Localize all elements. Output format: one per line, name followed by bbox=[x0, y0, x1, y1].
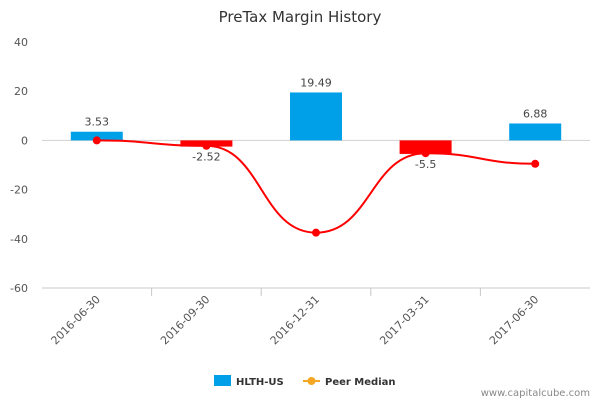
watermark: www.capitalcube.com bbox=[481, 388, 590, 399]
data-labels: 3.53 -2.52 19.49 -5.5 6.88 bbox=[85, 76, 548, 170]
y-tick-label: -40 bbox=[10, 233, 28, 246]
peer-median-point bbox=[421, 149, 430, 158]
y-tick-label: -20 bbox=[10, 184, 28, 197]
peer-median-line bbox=[96, 139, 536, 234]
data-label: 19.49 bbox=[300, 76, 332, 89]
y-tick-label: 0 bbox=[21, 134, 28, 147]
legend-label-peer-median: Peer Median bbox=[325, 377, 396, 388]
peer-median-point bbox=[202, 141, 211, 150]
x-tick-label: 2016-09-30 bbox=[158, 293, 212, 347]
peer-median-point bbox=[92, 136, 101, 145]
x-tick-label: 2016-12-31 bbox=[268, 293, 322, 347]
x-tick-label: 2017-06-30 bbox=[487, 293, 541, 347]
legend: HLTH-US Peer Median bbox=[214, 375, 396, 388]
y-axis: 40 20 0 -20 -40 -60 bbox=[10, 36, 28, 295]
peer-median-point bbox=[531, 159, 540, 168]
data-label: 6.88 bbox=[523, 107, 548, 120]
peer-median-series bbox=[92, 136, 540, 237]
legend-label-hlth-us: HLTH-US bbox=[236, 377, 284, 388]
y-tick-label: -60 bbox=[10, 282, 28, 295]
bar-series bbox=[70, 92, 562, 154]
data-label: 3.53 bbox=[85, 116, 110, 129]
chart-title: PreTax Margin History bbox=[219, 8, 382, 26]
bar bbox=[509, 123, 562, 141]
bar bbox=[290, 92, 342, 141]
x-tick-label: 2017-03-31 bbox=[377, 293, 431, 347]
legend-marker-peer-median bbox=[307, 377, 316, 385]
y-tick-label: 20 bbox=[14, 85, 28, 98]
x-tick-label: 2016-06-30 bbox=[49, 293, 103, 347]
data-label: -2.52 bbox=[192, 151, 220, 164]
legend-swatch-hlth-us bbox=[214, 375, 231, 386]
x-axis: 2016-06-30 2016-09-30 2016-12-31 2017-03-31… bbox=[42, 287, 590, 347]
y-tick-label: 40 bbox=[14, 36, 28, 49]
bar bbox=[70, 131, 123, 141]
peer-median-point bbox=[312, 228, 320, 237]
bar bbox=[399, 140, 452, 154]
data-label: -5.5 bbox=[415, 158, 436, 171]
